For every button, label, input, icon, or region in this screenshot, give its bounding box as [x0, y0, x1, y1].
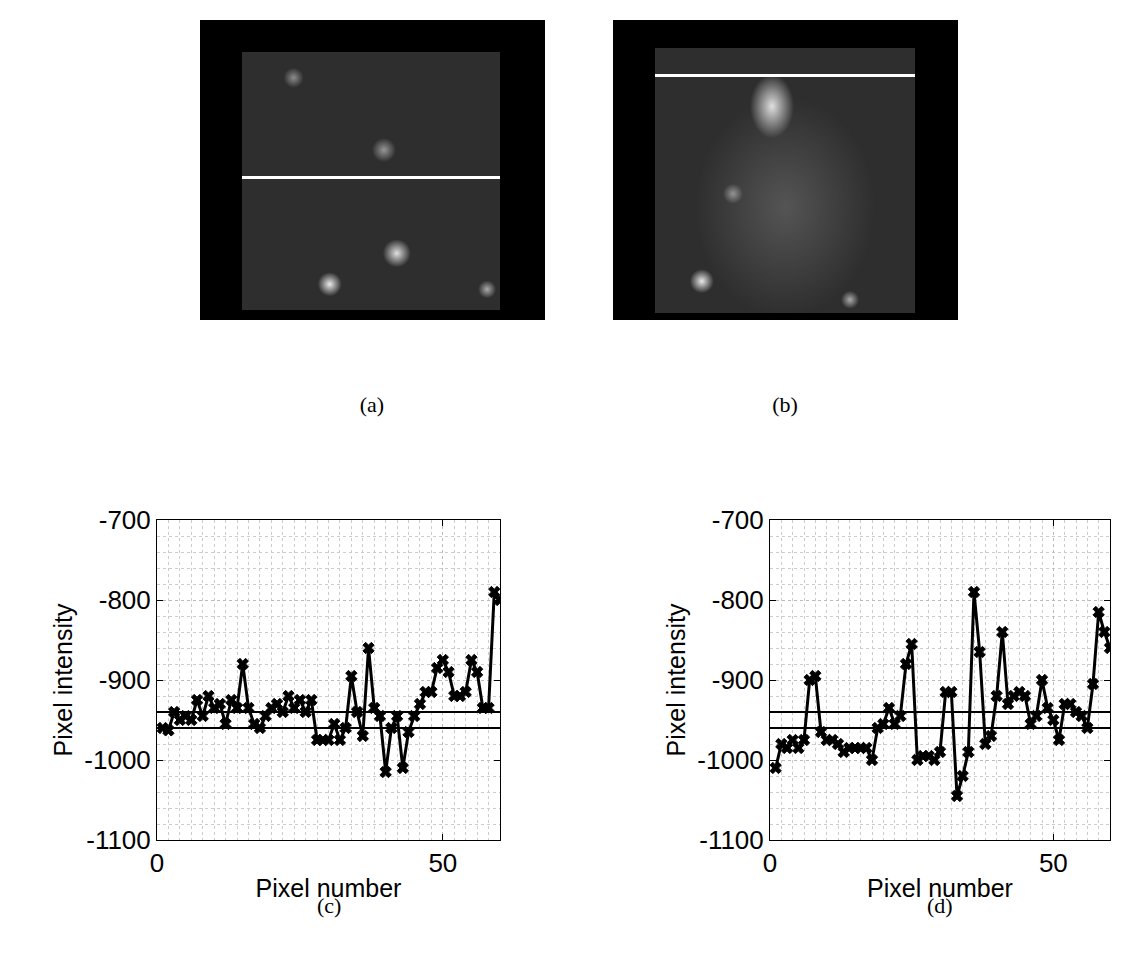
- html-text:(b): (b): [772, 392, 798, 417]
- svg-text:50: 50: [428, 848, 457, 878]
- svg-text:Pixel intensity: Pixel intensity: [49, 603, 77, 756]
- html-text:(a): (a): [359, 392, 385, 417]
- svg-text:Pixel intensity: Pixel intensity: [662, 603, 690, 756]
- svg-text:-800: -800: [712, 585, 764, 615]
- svg-text:-1000: -1000: [697, 745, 764, 775]
- svg-text:-700: -700: [99, 505, 151, 535]
- svg-text:-800: -800: [99, 585, 151, 615]
- svg-text:0: 0: [150, 848, 164, 878]
- svg-text:50: 50: [1039, 848, 1068, 878]
- svg-text:Pixel number: Pixel number: [867, 874, 1013, 902]
- svg-text:-700: -700: [712, 505, 764, 535]
- svg-text:-1100: -1100: [699, 825, 764, 855]
- svg-text:-1000: -1000: [84, 745, 151, 775]
- svg-text:0: 0: [763, 848, 777, 878]
- svg-text:Pixel number: Pixel number: [256, 874, 402, 902]
- svg-text:-1100: -1100: [86, 825, 151, 855]
- svg-text:(d): (d): [927, 893, 953, 918]
- svg-text:-900: -900: [99, 665, 151, 695]
- svg-text:-900: -900: [712, 665, 764, 695]
- svg-text:(c): (c): [317, 893, 341, 918]
